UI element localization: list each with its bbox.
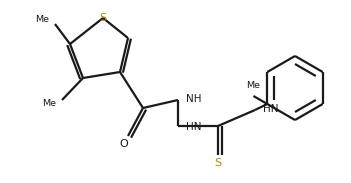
Text: Me: Me [35, 16, 49, 25]
Text: Me: Me [246, 81, 260, 90]
Text: HN: HN [186, 122, 201, 132]
Text: O: O [120, 139, 128, 149]
Text: Me: Me [42, 98, 56, 107]
Text: NH: NH [186, 94, 201, 104]
Text: HN: HN [263, 104, 278, 114]
Text: S: S [99, 13, 107, 23]
Text: S: S [214, 158, 221, 168]
